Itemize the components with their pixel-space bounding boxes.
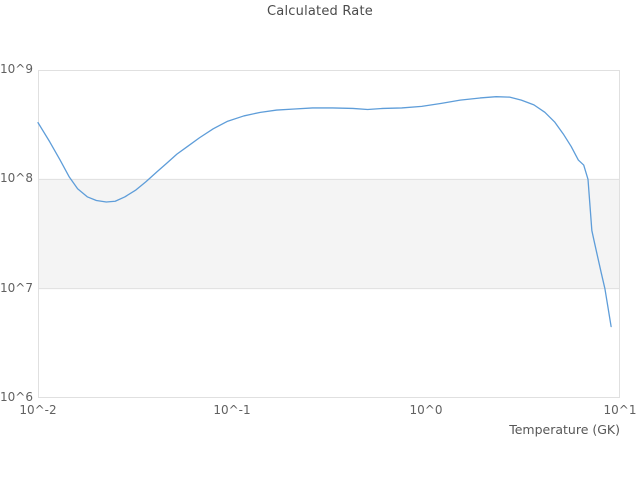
x-tick-label: 10^-2: [19, 403, 57, 417]
rate-curve: [37, 96, 612, 328]
decade-band: [38, 179, 620, 289]
x-tick-label: 10^0: [409, 403, 443, 417]
y-tick-label: 10^7: [0, 280, 33, 295]
x-tick-label: 10^-1: [213, 403, 251, 417]
y-tick-label: 10^6: [0, 390, 33, 404]
x-tick-label: 10^1: [603, 403, 637, 417]
plot-border: [38, 70, 620, 398]
chart-title: Calculated Rate: [267, 4, 373, 19]
y-tick-label: 10^9: [0, 62, 33, 76]
x-axis-title: Temperature (GK): [509, 422, 620, 437]
y-tick-label: 10^8: [0, 171, 33, 186]
